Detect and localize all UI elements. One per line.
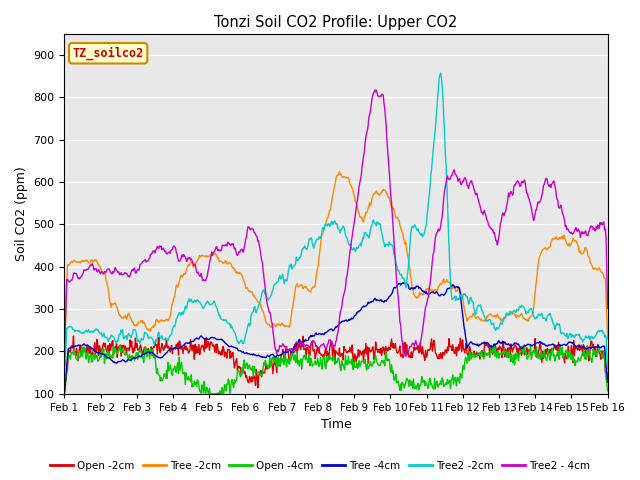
Title: Tonzi Soil CO2 Profile: Upper CO2: Tonzi Soil CO2 Profile: Upper CO2 [214,15,458,30]
Y-axis label: Soil CO2 (ppm): Soil CO2 (ppm) [15,167,28,261]
Text: TZ_soilco2: TZ_soilco2 [72,47,144,60]
X-axis label: Time: Time [321,419,351,432]
Legend: Open -2cm, Tree -2cm, Open -4cm, Tree -4cm, Tree2 -2cm, Tree2 - 4cm: Open -2cm, Tree -2cm, Open -4cm, Tree -4… [46,456,594,475]
